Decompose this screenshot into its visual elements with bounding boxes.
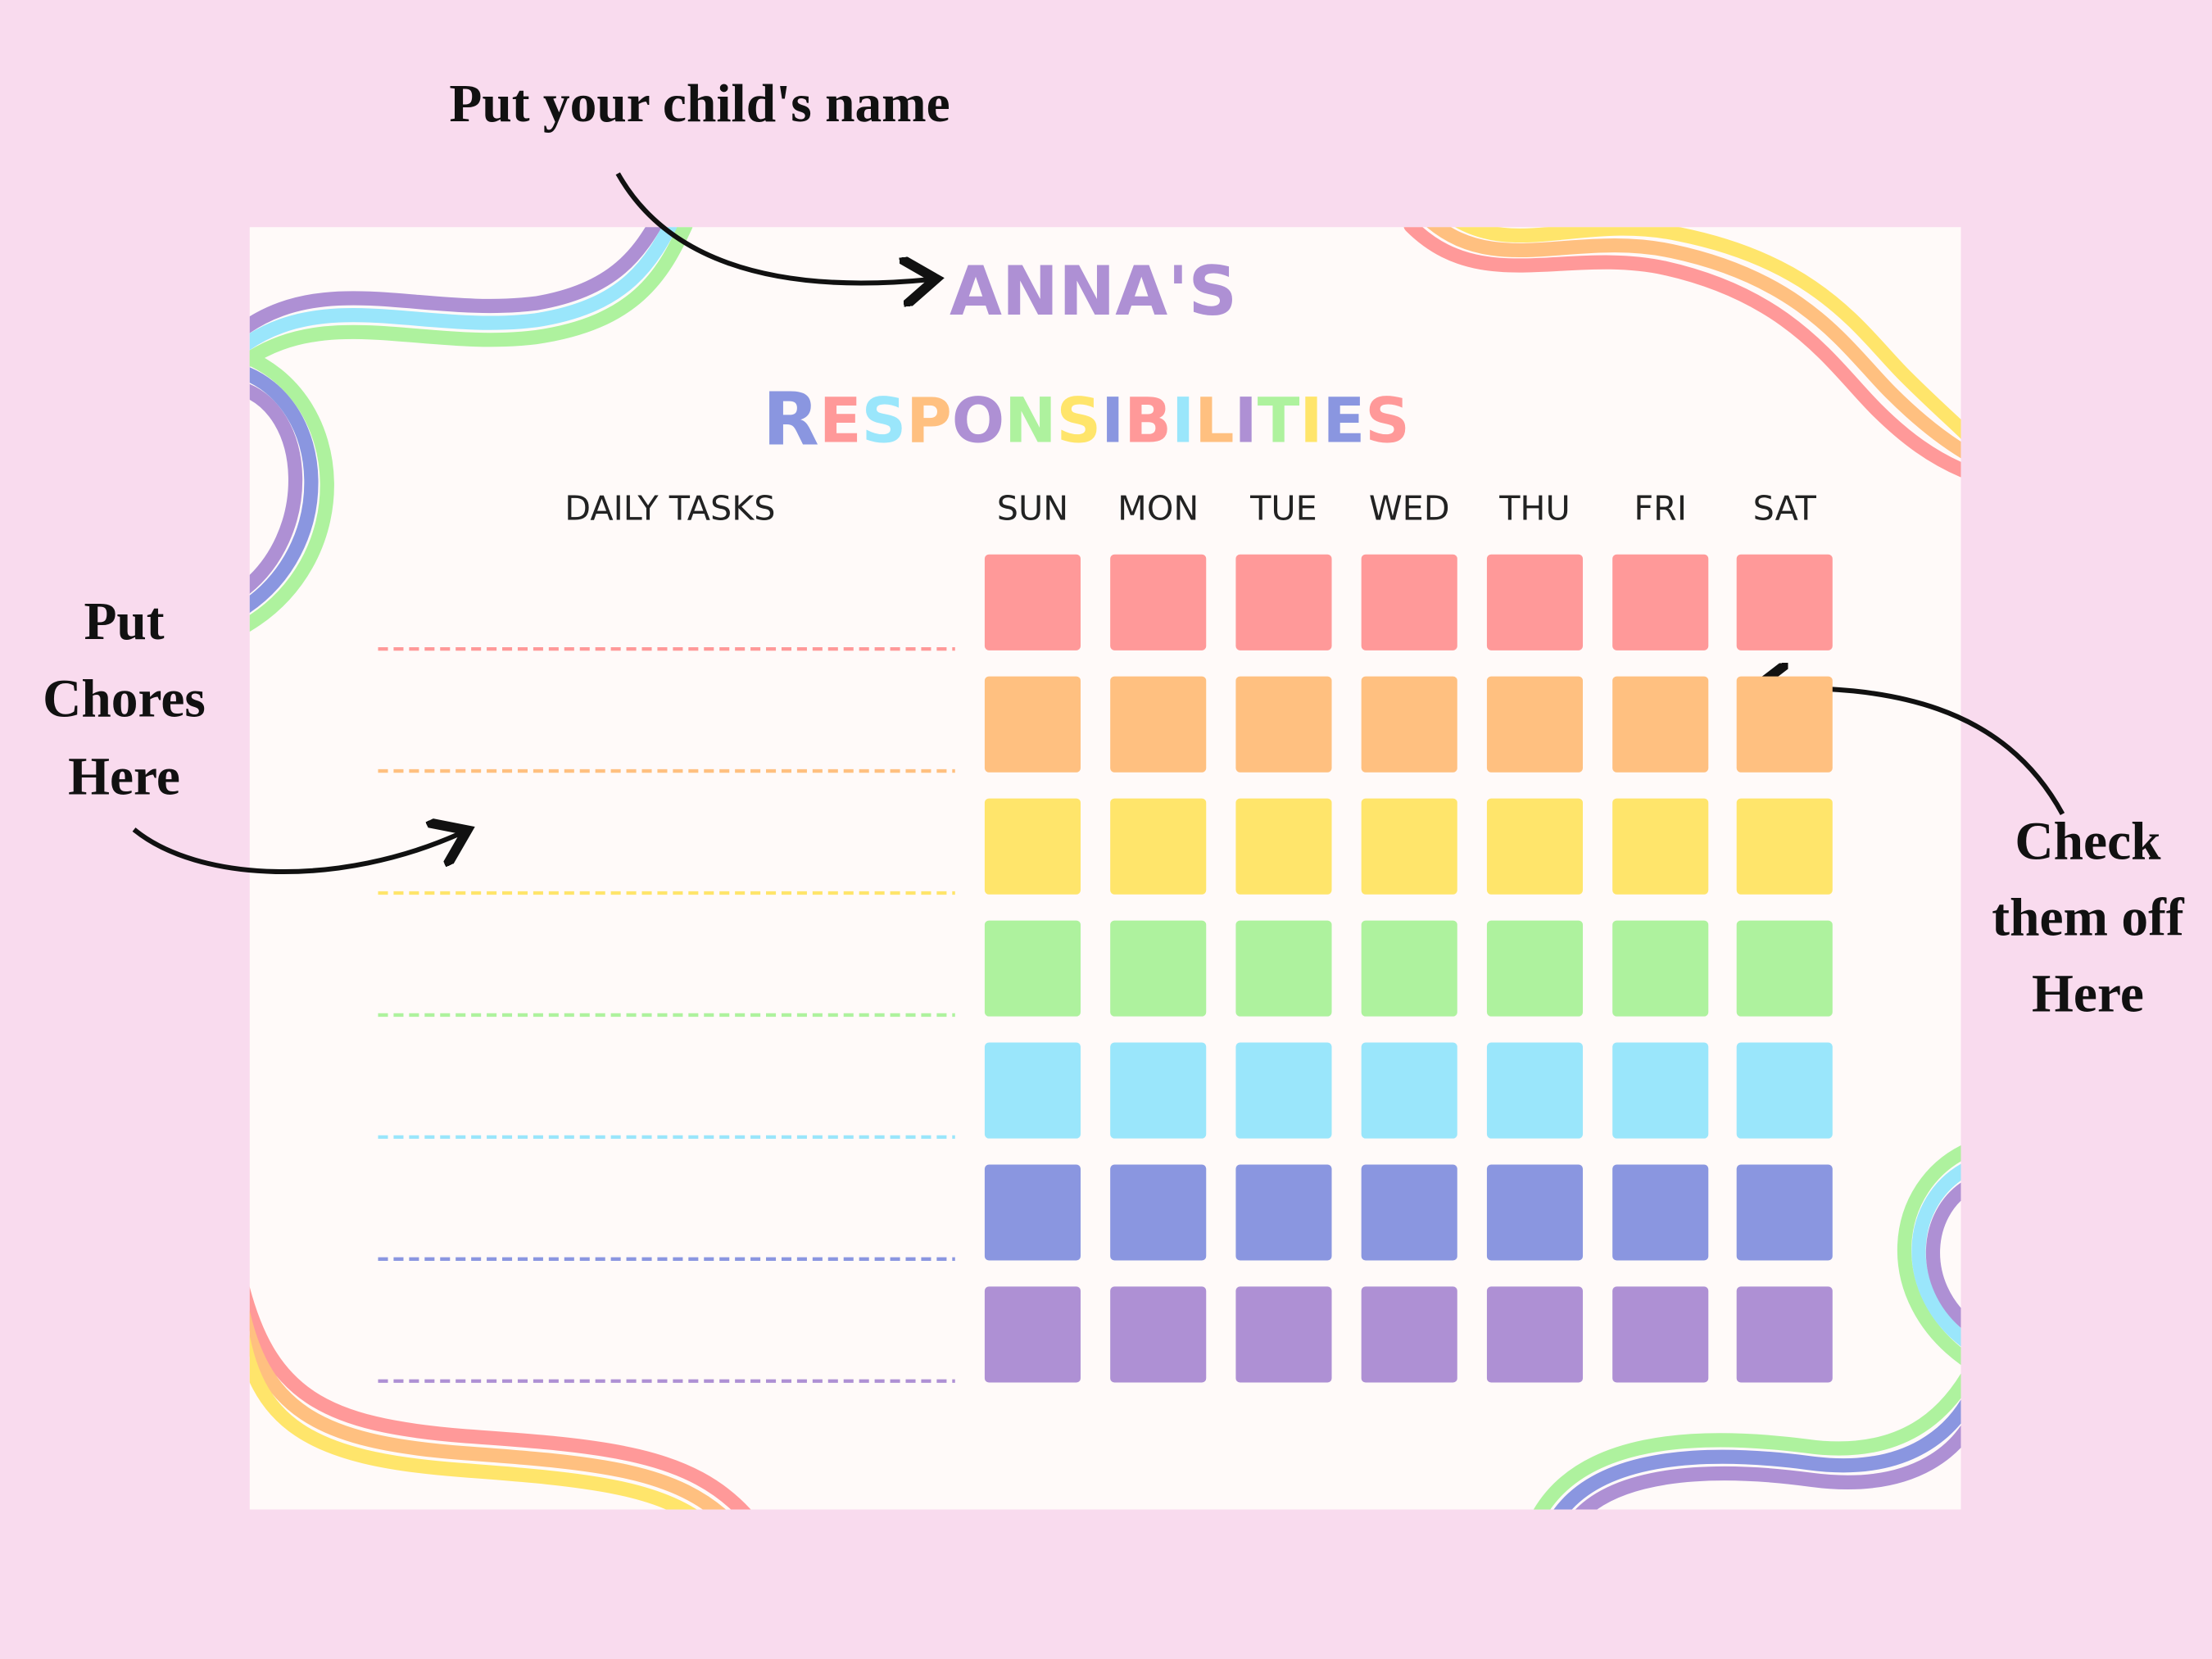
check-box: [1361, 920, 1457, 1017]
check-box: [1110, 920, 1207, 1017]
check-box: [1361, 1042, 1457, 1139]
day-header: WED: [1369, 488, 1450, 528]
check-box: [1110, 1164, 1207, 1261]
check-box: [984, 676, 1081, 773]
check-box: [1235, 798, 1332, 895]
check-box: [1110, 1286, 1207, 1383]
check-box: [1486, 1286, 1584, 1383]
check-box: [1612, 920, 1709, 1017]
check-box: [1110, 798, 1207, 895]
check-hint: them off: [1992, 889, 2185, 948]
check-box: [1110, 1042, 1207, 1139]
check-box: [1486, 798, 1584, 895]
check-box: [1612, 1286, 1709, 1383]
chores-hint: Put: [84, 592, 164, 651]
day-header: MON: [1117, 488, 1199, 528]
arrow: [615, 172, 931, 283]
name-hint: Put your child's name: [449, 75, 950, 134]
check-box: [1235, 1042, 1332, 1139]
check-box: [1361, 798, 1457, 895]
check-box: [1736, 798, 1833, 895]
check-box: [1736, 920, 1833, 1017]
rainbow-decor: [249, 227, 1961, 1510]
check-box: [1110, 676, 1207, 773]
check-box: [1361, 554, 1457, 650]
day-header: FRI: [1634, 488, 1687, 528]
check-box: [1235, 1286, 1332, 1383]
check-box: [1486, 1042, 1584, 1139]
check-box: [984, 920, 1081, 1017]
check-box: [1235, 1164, 1332, 1261]
check-box: [1486, 920, 1584, 1017]
check-box: [1486, 676, 1584, 773]
check-box: [984, 554, 1081, 650]
check-box: [1736, 1042, 1833, 1139]
check-box: [984, 1164, 1081, 1261]
check-box: [1612, 1164, 1709, 1261]
check-box: [1361, 676, 1457, 773]
child-name: ANNA'S: [950, 252, 1237, 331]
check-box: [1110, 554, 1207, 650]
check-box: [1235, 920, 1332, 1017]
check-box: [1736, 1164, 1833, 1261]
check-box: [1612, 554, 1709, 650]
tasks-header: DAILY TASKS: [564, 488, 775, 528]
day-header: SAT: [1753, 488, 1817, 528]
arrow: [132, 830, 463, 875]
check-box: [1235, 554, 1332, 650]
day-header: THU: [1498, 488, 1571, 528]
chores-hint: Here: [68, 747, 180, 806]
check-hint: Check: [2015, 813, 2161, 872]
day-header: SUN: [997, 488, 1068, 528]
check-box: [984, 1286, 1081, 1383]
check-box: [1612, 676, 1709, 773]
check-box: [1486, 554, 1584, 650]
check-box: [1612, 798, 1709, 895]
check-box: [1736, 554, 1833, 650]
day-header: TUE: [1249, 488, 1317, 528]
check-box: [1736, 676, 1833, 773]
check-hint: Here: [2032, 965, 2144, 1024]
check-box: [1612, 1042, 1709, 1139]
check-box: [1235, 676, 1332, 773]
check-box: [984, 798, 1081, 895]
check-box: [984, 1042, 1081, 1139]
chores-hint: Chores: [43, 670, 206, 729]
check-box: [1736, 1286, 1833, 1383]
chart-title: RESPONSIBILITIES: [763, 378, 1410, 463]
check-box: [1361, 1286, 1457, 1383]
check-box: [1361, 1164, 1457, 1261]
check-box: [1486, 1164, 1584, 1261]
